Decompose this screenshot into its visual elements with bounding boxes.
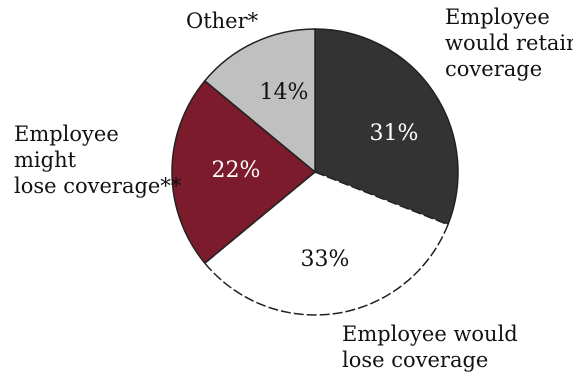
pct-label-might-lose: 22% bbox=[212, 158, 261, 183]
label-retain: Employee would retain coverage bbox=[445, 5, 573, 81]
label-would-lose: Employee would lose coverage bbox=[342, 322, 524, 372]
label-might-lose-line-1: Employee bbox=[14, 122, 119, 146]
slice-percent-labels: 31% 33% 22% 14% bbox=[212, 80, 419, 272]
label-retain-line-2: would retain bbox=[445, 31, 573, 55]
pie-slices bbox=[171, 28, 459, 316]
label-retain-line-3: coverage bbox=[445, 57, 542, 81]
label-would-lose-line-2: lose coverage bbox=[342, 348, 488, 372]
label-might-lose-line-3: lose coverage** bbox=[14, 174, 182, 198]
label-retain-line-1: Employee bbox=[445, 5, 550, 29]
slice-other bbox=[203, 28, 316, 174]
slice-might-lose bbox=[171, 79, 317, 265]
label-other: Other* bbox=[186, 9, 259, 33]
label-might-lose: Employee might lose coverage** bbox=[14, 122, 182, 198]
label-might-lose-line-2: might bbox=[14, 148, 77, 172]
label-other-line-1: Other* bbox=[186, 9, 259, 33]
slice-would-lose bbox=[203, 171, 449, 316]
pct-label-would-lose: 33% bbox=[301, 247, 350, 272]
label-would-lose-line-1: Employee would bbox=[342, 322, 518, 346]
pct-label-retain: 31% bbox=[370, 121, 419, 146]
pct-label-other: 14% bbox=[260, 80, 309, 105]
slice-retain bbox=[314, 28, 459, 226]
